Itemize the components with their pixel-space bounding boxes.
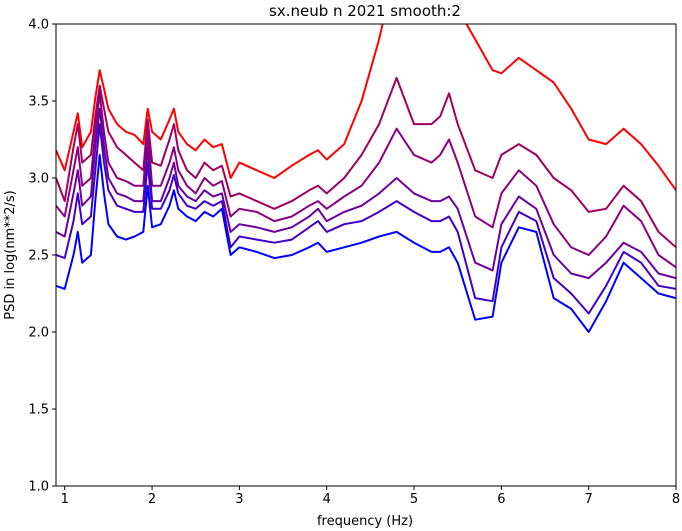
x-tick-label: 8 <box>672 492 680 507</box>
y-axis-ticks: 1.0 1.5 2.0 2.5 3.0 3.5 4.0 <box>28 18 56 495</box>
y-tick-label: 2.0 <box>28 326 49 341</box>
y-tick-label: 3.0 <box>28 172 49 187</box>
y-tick-label: 4.0 <box>28 18 49 33</box>
series-line-6 <box>56 153 676 333</box>
x-tick-label: 5 <box>410 492 418 507</box>
series-line-4 <box>56 107 676 280</box>
x-tick-label: 3 <box>235 492 243 507</box>
y-tick-label: 2.5 <box>28 249 49 264</box>
chart-title: sx.neub n 2021 smooth:2 <box>269 2 461 20</box>
plot-frame <box>55 23 677 487</box>
series-line-1 <box>56 24 676 191</box>
x-tick-label: 6 <box>497 492 505 507</box>
series-line-3 <box>56 92 676 269</box>
y-tick-label: 1.5 <box>28 403 49 418</box>
series-layer <box>56 24 676 333</box>
y-axis-label: PSD in log(nm**2/s) <box>3 190 18 320</box>
y-tick-label: 3.5 <box>28 95 49 110</box>
series-line-2 <box>56 76 676 249</box>
x-tick-label: 7 <box>585 492 593 507</box>
x-axis-label: frequency (Hz) <box>317 514 413 529</box>
x-tick-label: 4 <box>323 492 331 507</box>
x-tick-label: 2 <box>148 492 156 507</box>
series-line-5 <box>56 123 676 315</box>
y-tick-label: 1.0 <box>28 480 49 495</box>
x-axis-ticks: 1 2 3 4 5 6 7 8 <box>61 486 680 507</box>
x-tick-label: 1 <box>61 492 69 507</box>
